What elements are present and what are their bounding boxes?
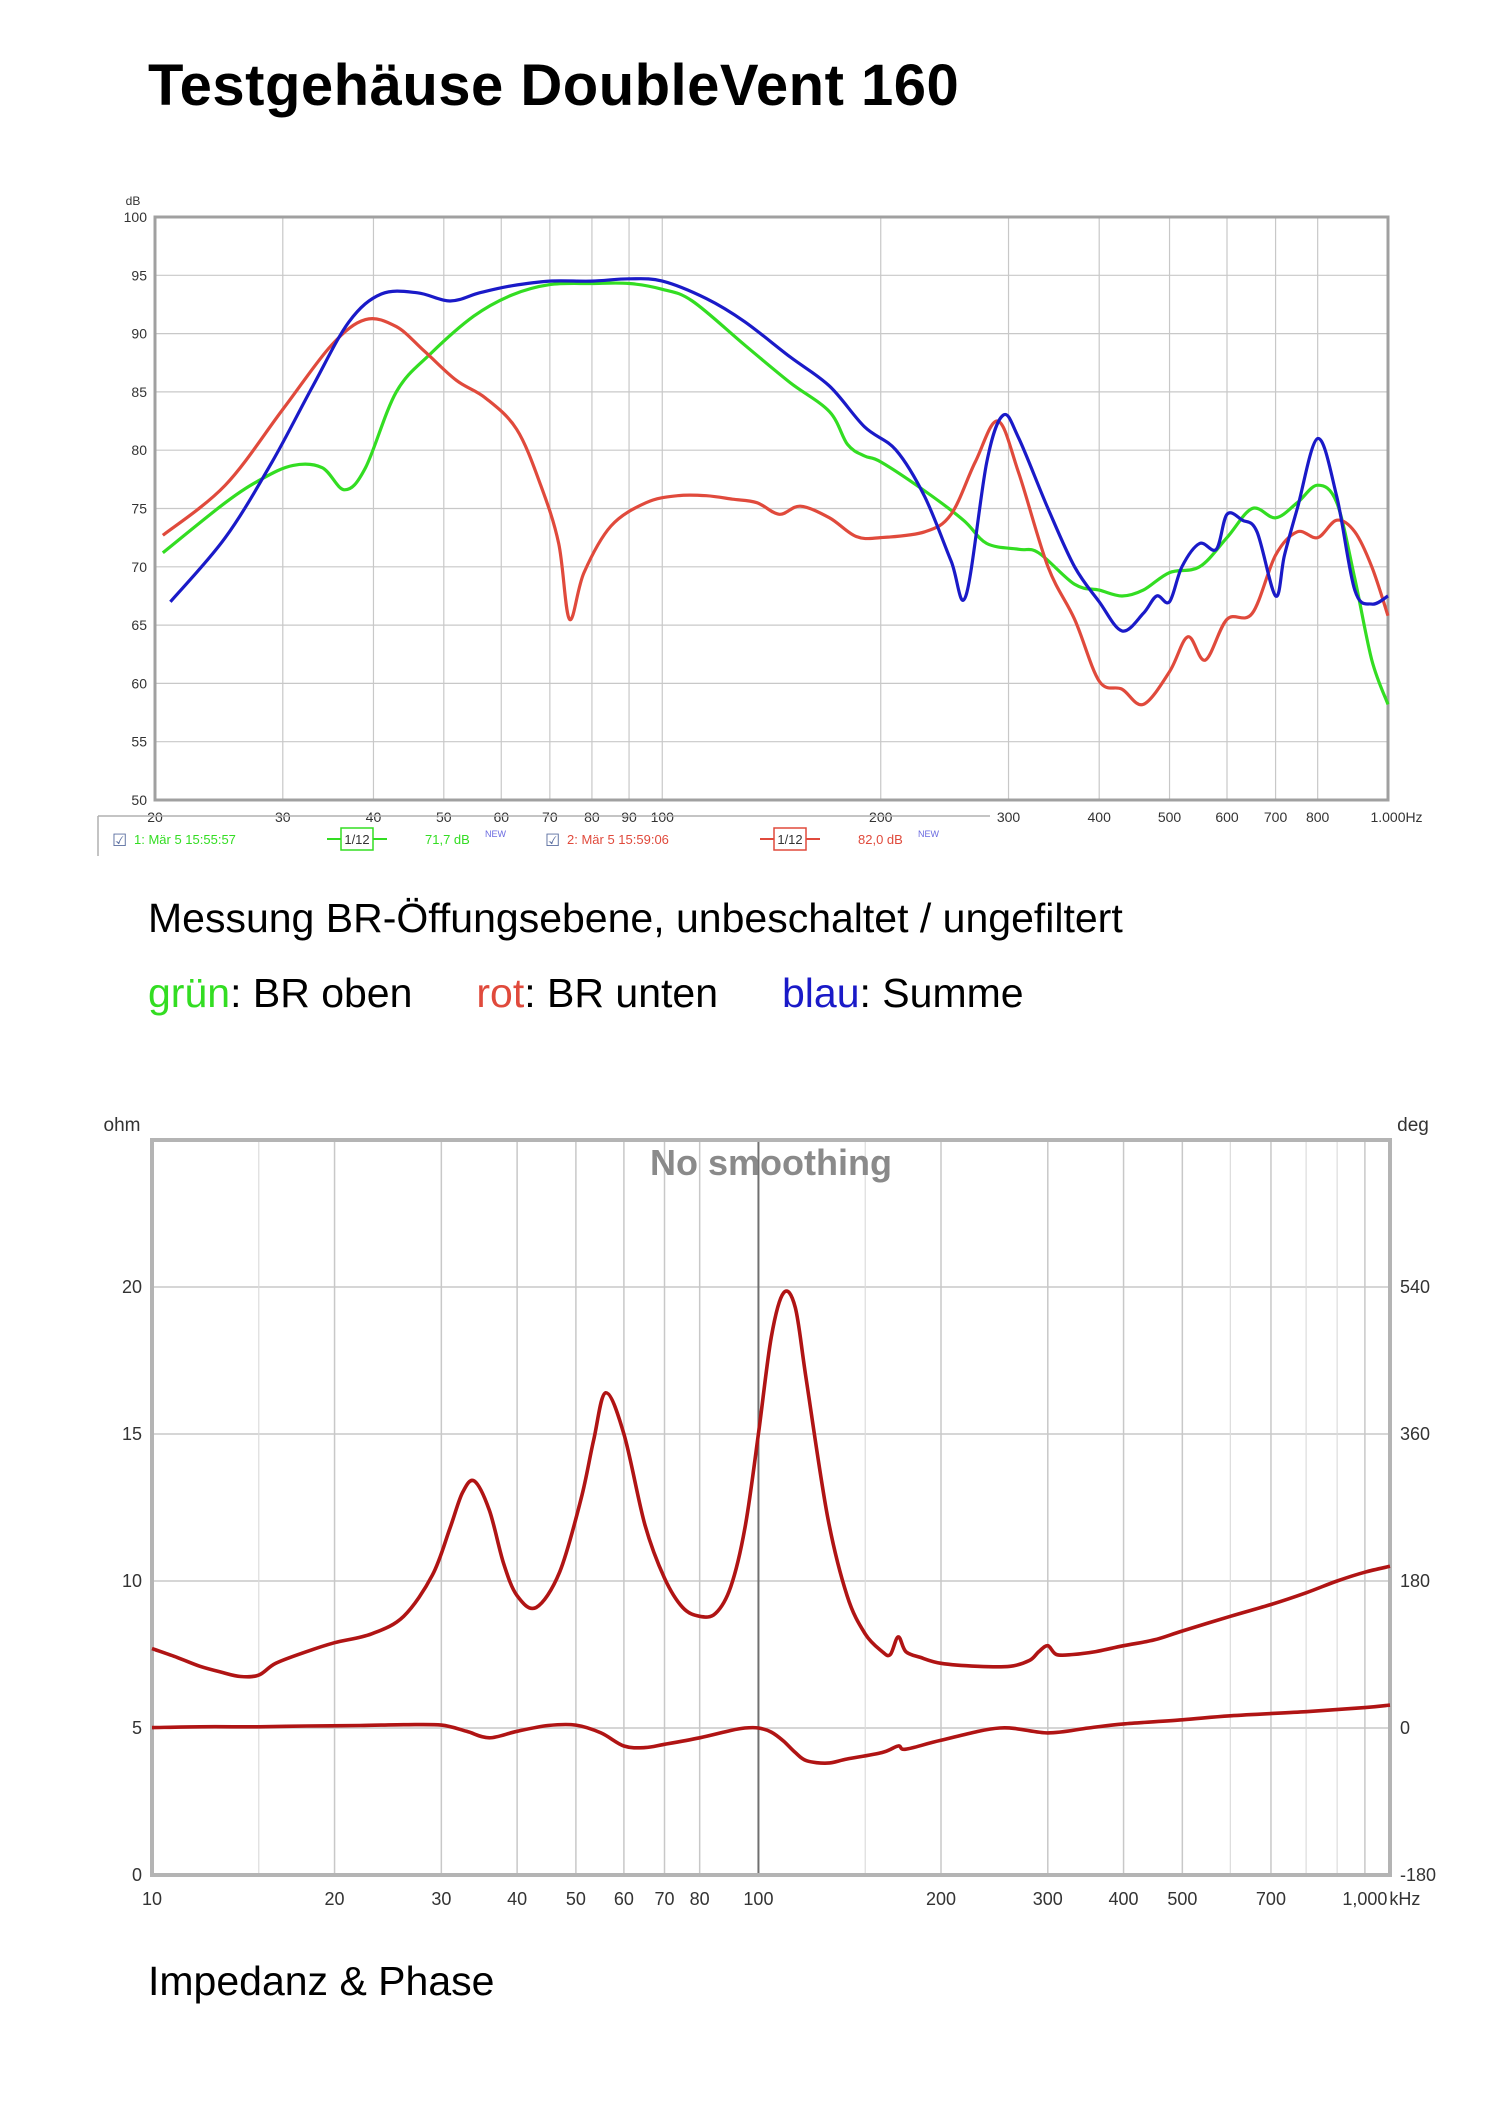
plot-area (152, 1140, 1390, 1875)
y-tick-label: 100 (124, 209, 148, 225)
x-tick-label: 90 (621, 809, 637, 825)
legend-measurement-label: 1: Mär 5 15:55:57 (134, 832, 236, 847)
x-tick-label: 500 (1167, 1889, 1197, 1909)
legend-new-tag: NEW (918, 829, 940, 839)
y2-axis-unit: deg (1397, 1115, 1429, 1136)
legend-checkbox: ☑ (545, 831, 560, 850)
x-tick-label: 10 (142, 1889, 162, 1909)
legend-checkbox: ☑ (112, 831, 127, 850)
x-tick-label: 100 (743, 1889, 773, 1909)
x-tick-label: 30 (275, 809, 291, 825)
frequency-response-chart: 100 95 90 85 80 75 70 65 60 55 50 dB 20 30 40 50 60 70 80 9… (97, 194, 1423, 856)
y-axis-unit: dB (126, 194, 141, 208)
y-tick-label: 15 (122, 1424, 142, 1444)
page-title: Testgehäuse DoubleVent 160 (148, 53, 960, 118)
legend-blue-text: : Summe (859, 970, 1024, 1016)
legend-measurement-label: 2: Mär 5 15:59:06 (567, 832, 669, 847)
series-line-red (161, 317, 1390, 707)
legend-green-word: grün (148, 970, 231, 1016)
legend-smoothing-box (773, 827, 807, 851)
y-tick-label: 0 (132, 1865, 142, 1885)
plot-frame (150, 1138, 1392, 1877)
chart-title: No smoothing (650, 1142, 892, 1183)
phase-line (151, 1703, 1391, 1765)
x-tick-label: 40 (507, 1889, 527, 1909)
x-tick-label: 100 (651, 809, 675, 825)
legend-smoothing-label: 1/12 (777, 832, 802, 847)
legend-new-tag: NEW (485, 829, 507, 839)
y2-tick-label: 540 (1400, 1277, 1430, 1297)
series-line-blue (169, 277, 1389, 633)
y2-tick-label: 180 (1400, 1571, 1430, 1591)
plot-frame (153, 215, 1390, 802)
y-tick-label: 75 (131, 501, 147, 517)
legend-blue-word: blau (782, 970, 860, 1016)
x-tick-label: 30 (431, 1889, 451, 1909)
x-tick-label: 1.000 (1370, 809, 1405, 825)
x-tick-label: 80 (690, 1889, 710, 1909)
y-tick-label: 20 (122, 1277, 142, 1297)
color-legend-caption: grün: BR oben rot: BR unten blau: Summe (148, 970, 1024, 1017)
x-tick-label: 50 (566, 1889, 586, 1909)
x-tick-label: 600 (1215, 809, 1239, 825)
measurement-caption: Messung BR-Öffungsebene, unbeschaltet / … (148, 895, 1123, 941)
series-line-green (161, 281, 1390, 705)
x-tick-label: 300 (1033, 1889, 1063, 1909)
y-tick-label: 65 (131, 617, 147, 633)
x-tick-label: 800 (1306, 809, 1330, 825)
x-tick-label: 80 (584, 809, 600, 825)
y-tick-label: 70 (131, 559, 147, 575)
x-tick-label: 60 (493, 809, 509, 825)
y-tick-label: 95 (131, 267, 147, 283)
impedance-line (151, 1289, 1391, 1679)
x-tick-label: 200 (869, 809, 893, 825)
x-tick-label: 300 (997, 809, 1021, 825)
legend-smoothing-label: 1/12 (344, 832, 369, 847)
impedance-caption: Impedanz & Phase (148, 1958, 495, 2004)
y-tick-label: 50 (131, 792, 147, 808)
y-tick-label: 10 (122, 1571, 142, 1591)
y2-tick-label: -180 (1400, 1865, 1436, 1885)
x-tick-label: 70 (654, 1889, 674, 1909)
x-tick-label: 20 (325, 1889, 345, 1909)
legend-smoothing-box (340, 827, 374, 851)
x-tick-label: 700 (1256, 1889, 1286, 1909)
legend-level: 71,7 dB (425, 832, 470, 847)
x-tick-label: 20 (147, 809, 163, 825)
y-tick-label: 55 (131, 734, 147, 750)
x-axis-unit: Hz (1405, 809, 1422, 825)
y-tick-label: 80 (131, 442, 147, 458)
y-axis-unit: ohm (104, 1115, 141, 1136)
x-tick-label: 70 (542, 809, 558, 825)
x-tick-label: 400 (1109, 1889, 1139, 1909)
legend-level: 82,0 dB (858, 832, 903, 847)
legend-red-word: rot (476, 970, 525, 1016)
legend-red-text: : BR unten (524, 970, 718, 1016)
y-tick-label: 5 (132, 1718, 142, 1738)
x-axis-unit: kHz (1389, 1889, 1420, 1909)
x-tick-label: 700 (1264, 809, 1288, 825)
x-tick-label: 200 (926, 1889, 956, 1909)
y-tick-label: 90 (131, 326, 147, 342)
x-tick-label: 500 (1158, 809, 1182, 825)
y-tick-label: 60 (131, 675, 147, 691)
y2-tick-label: 360 (1400, 1424, 1430, 1444)
y-tick-label: 85 (131, 384, 147, 400)
legend-green-text: : BR oben (230, 970, 413, 1016)
y2-tick-label: 0 (1400, 1718, 1410, 1738)
x-tick-label: 50 (436, 809, 452, 825)
x-tick-label: 60 (614, 1889, 634, 1909)
x-tick-label: 400 (1088, 809, 1112, 825)
x-tick-label: 40 (366, 809, 382, 825)
x-tick-label: 1,000 (1342, 1889, 1387, 1909)
